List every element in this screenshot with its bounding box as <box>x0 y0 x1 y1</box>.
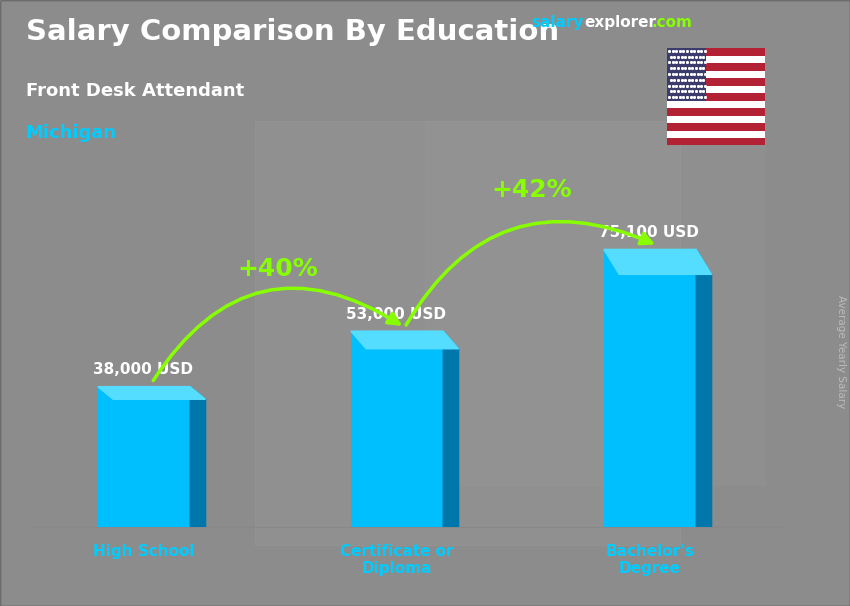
Bar <box>667 48 706 101</box>
Bar <box>425 121 765 485</box>
Text: 38,000 USD: 38,000 USD <box>93 362 193 378</box>
Bar <box>255 121 680 545</box>
Polygon shape <box>443 331 459 527</box>
Polygon shape <box>696 249 711 527</box>
Bar <box>667 48 765 56</box>
Text: Front Desk Attendant: Front Desk Attendant <box>26 82 244 100</box>
Bar <box>667 116 765 123</box>
Text: 53,000 USD: 53,000 USD <box>346 307 446 322</box>
Bar <box>667 108 765 116</box>
Text: Salary Comparison By Education: Salary Comparison By Education <box>26 18 558 46</box>
Bar <box>604 249 696 527</box>
Bar <box>667 138 765 145</box>
Bar <box>667 123 765 130</box>
Bar <box>351 331 443 527</box>
Polygon shape <box>351 331 459 349</box>
Bar <box>667 93 765 101</box>
Polygon shape <box>604 249 711 275</box>
Text: Michigan: Michigan <box>26 124 116 142</box>
Text: 75,100 USD: 75,100 USD <box>599 225 699 240</box>
Bar <box>667 56 765 64</box>
Bar <box>667 101 765 108</box>
Bar <box>98 387 190 527</box>
Polygon shape <box>98 387 206 399</box>
Bar <box>667 64 765 71</box>
Bar <box>667 86 765 93</box>
Text: .com: .com <box>651 15 692 30</box>
Bar <box>667 71 765 78</box>
Polygon shape <box>190 387 206 527</box>
Bar <box>667 78 765 86</box>
Text: explorer: explorer <box>585 15 657 30</box>
Text: +40%: +40% <box>238 257 319 281</box>
Text: Average Yearly Salary: Average Yearly Salary <box>836 295 846 408</box>
Text: +42%: +42% <box>491 178 571 202</box>
FancyArrowPatch shape <box>406 222 652 325</box>
Bar <box>667 130 765 138</box>
Text: salary: salary <box>531 15 584 30</box>
FancyArrowPatch shape <box>153 288 399 381</box>
